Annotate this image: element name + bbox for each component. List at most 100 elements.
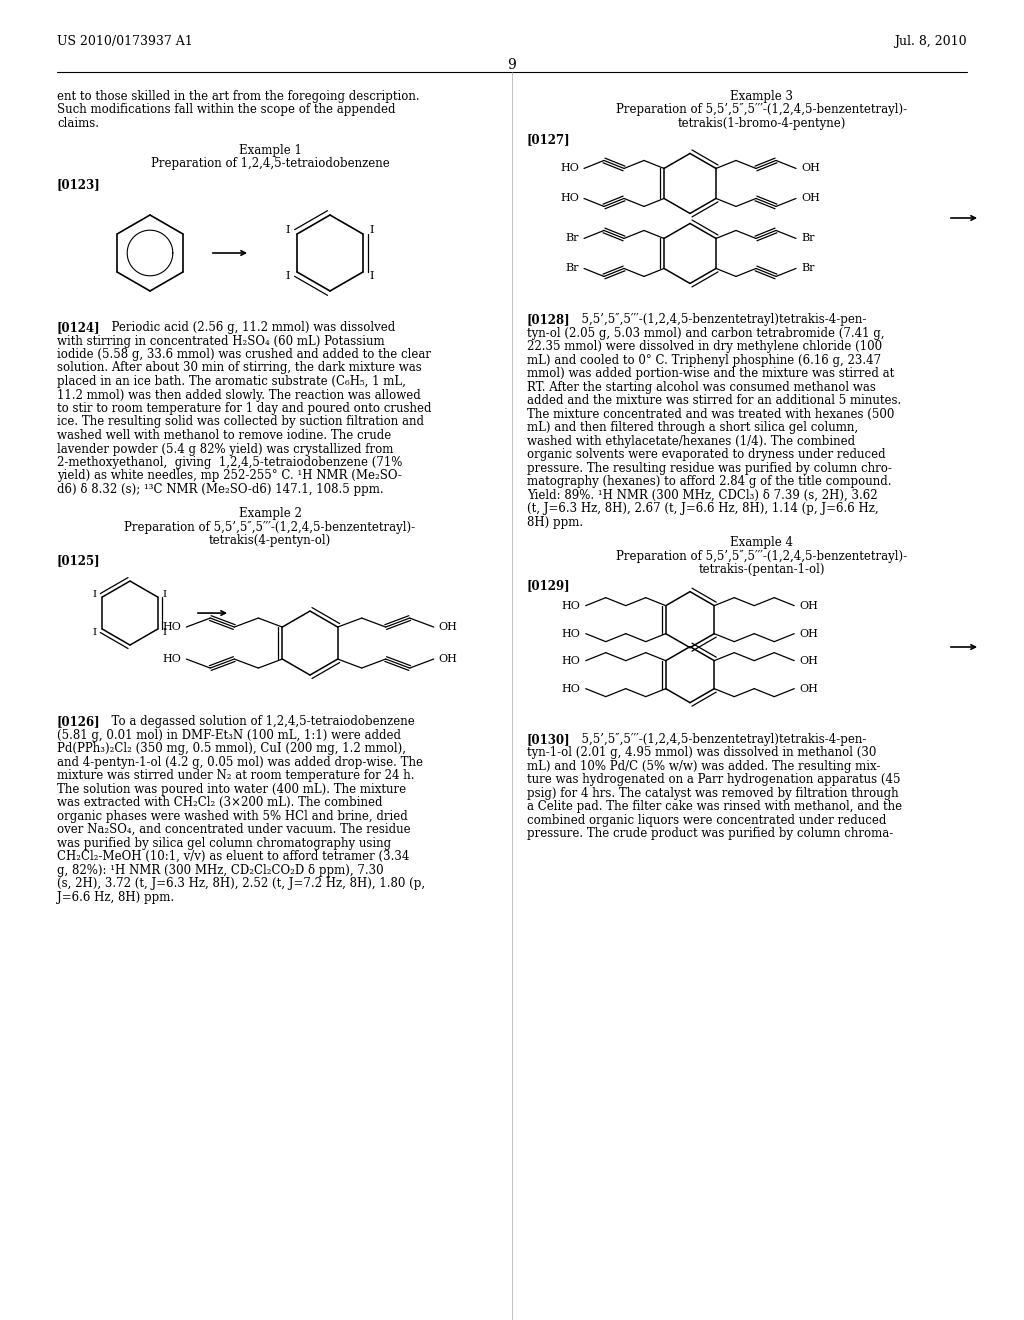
Text: I: I bbox=[93, 590, 97, 598]
Text: OH: OH bbox=[800, 656, 818, 665]
Text: with stirring in concentrated H₂SO₄ (60 mL) Potassium: with stirring in concentrated H₂SO₄ (60 … bbox=[57, 334, 385, 347]
Text: 8H) ppm.: 8H) ppm. bbox=[527, 516, 583, 529]
Text: HO: HO bbox=[163, 653, 181, 664]
Text: Example 1: Example 1 bbox=[239, 144, 301, 157]
Text: psig) for 4 hrs. The catalyst was removed by filtration through: psig) for 4 hrs. The catalyst was remove… bbox=[527, 787, 899, 800]
Text: organic solvents were evaporated to dryness under reduced: organic solvents were evaporated to dryn… bbox=[527, 449, 886, 462]
Text: Br: Br bbox=[801, 264, 814, 273]
Text: pressure. The crude product was purified by column chroma-: pressure. The crude product was purified… bbox=[527, 828, 893, 840]
Text: Example 2: Example 2 bbox=[239, 507, 301, 520]
Text: I: I bbox=[370, 224, 375, 235]
Text: mL) and cooled to 0° C. Triphenyl phosphine (6.16 g, 23.47: mL) and cooled to 0° C. Triphenyl phosph… bbox=[527, 354, 881, 367]
Text: washed with ethylacetate/hexanes (1/4). The combined: washed with ethylacetate/hexanes (1/4). … bbox=[527, 436, 855, 447]
Text: Preparation of 5,5’,5″,5′′′-(1,2,4,5-benzentetrayl)-: Preparation of 5,5’,5″,5′′′-(1,2,4,5-ben… bbox=[616, 549, 907, 562]
Text: I: I bbox=[286, 271, 290, 281]
Text: yield) as white needles, mp 252-255° C. ¹H NMR (Me₂SO-: yield) as white needles, mp 252-255° C. … bbox=[57, 470, 401, 483]
Text: Periodic acid (2.56 g, 11.2 mmol) was dissolved: Periodic acid (2.56 g, 11.2 mmol) was di… bbox=[104, 321, 395, 334]
Text: 22.35 mmol) were dissolved in dry methylene chloride (100: 22.35 mmol) were dissolved in dry methyl… bbox=[527, 341, 882, 354]
Text: was purified by silica gel column chromatography using: was purified by silica gel column chroma… bbox=[57, 837, 391, 850]
Text: mixture was stirred under N₂ at room temperature for 24 h.: mixture was stirred under N₂ at room tem… bbox=[57, 770, 415, 781]
Text: g, 82%): ¹H NMR (300 MHz, CD₂Cl₂CO₂D δ ppm), 7.30: g, 82%): ¹H NMR (300 MHz, CD₂Cl₂CO₂D δ p… bbox=[57, 863, 384, 876]
Text: over Na₂SO₄, and concentrated under vacuum. The residue: over Na₂SO₄, and concentrated under vacu… bbox=[57, 824, 411, 836]
Text: HO: HO bbox=[560, 164, 579, 173]
Text: ent to those skilled in the art from the foregoing description.: ent to those skilled in the art from the… bbox=[57, 90, 420, 103]
Text: HO: HO bbox=[163, 622, 181, 632]
Text: (s, 2H), 3.72 (t, J=6.3 Hz, 8H), 2.52 (t, J=7.2 Hz, 8H), 1.80 (p,: (s, 2H), 3.72 (t, J=6.3 Hz, 8H), 2.52 (t… bbox=[57, 876, 425, 890]
Text: placed in an ice bath. The aromatic substrate (C₆H₅, 1 mL,: placed in an ice bath. The aromatic subs… bbox=[57, 375, 406, 388]
Text: washed well with methanol to remove iodine. The crude: washed well with methanol to remove iodi… bbox=[57, 429, 391, 442]
Text: to stir to room temperature for 1 day and poured onto crushed: to stir to room temperature for 1 day an… bbox=[57, 403, 431, 414]
Text: HO: HO bbox=[562, 628, 581, 639]
Text: tetrakis-(pentan-1-ol): tetrakis-(pentan-1-ol) bbox=[698, 564, 825, 577]
Text: Preparation of 1,2,4,5-tetraiodobenzene: Preparation of 1,2,4,5-tetraiodobenzene bbox=[151, 157, 389, 170]
Text: US 2010/0173937 A1: US 2010/0173937 A1 bbox=[57, 36, 193, 48]
Text: [0129]: [0129] bbox=[527, 579, 570, 593]
Text: claims.: claims. bbox=[57, 117, 99, 129]
Text: Br: Br bbox=[801, 234, 814, 243]
Text: [0126]: [0126] bbox=[57, 715, 100, 729]
Text: Br: Br bbox=[565, 234, 579, 243]
Text: 5,5’,5″,5′′′-(1,2,4,5-benzentetrayl)tetrakis-4-pen-: 5,5’,5″,5′′′-(1,2,4,5-benzentetrayl)tetr… bbox=[574, 313, 866, 326]
Text: I: I bbox=[163, 627, 167, 636]
Text: 11.2 mmol) was then added slowly. The reaction was allowed: 11.2 mmol) was then added slowly. The re… bbox=[57, 388, 421, 401]
Text: Br: Br bbox=[565, 264, 579, 273]
Text: a Celite pad. The filter cake was rinsed with methanol, and the: a Celite pad. The filter cake was rinsed… bbox=[527, 800, 902, 813]
Text: OH: OH bbox=[801, 164, 820, 173]
Text: iodide (5.58 g, 33.6 mmol) was crushed and added to the clear: iodide (5.58 g, 33.6 mmol) was crushed a… bbox=[57, 348, 431, 360]
Text: solution. After about 30 min of stirring, the dark mixture was: solution. After about 30 min of stirring… bbox=[57, 362, 422, 375]
Text: ture was hydrogenated on a Parr hydrogenation apparatus (45: ture was hydrogenated on a Parr hydrogen… bbox=[527, 774, 900, 787]
Text: OH: OH bbox=[800, 684, 818, 693]
Text: lavender powder (5.4 g 82% yield) was crystallized from: lavender powder (5.4 g 82% yield) was cr… bbox=[57, 442, 393, 455]
Text: HO: HO bbox=[560, 194, 579, 203]
Text: Yield: 89%. ¹H NMR (300 MHz, CDCl₃) δ 7.39 (s, 2H), 3.62: Yield: 89%. ¹H NMR (300 MHz, CDCl₃) δ 7.… bbox=[527, 488, 878, 502]
Text: OH: OH bbox=[438, 653, 458, 664]
Text: organic phases were washed with 5% HCl and brine, dried: organic phases were washed with 5% HCl a… bbox=[57, 809, 408, 822]
Text: 5,5’,5″,5′′′-(1,2,4,5-benzentetrayl)tetrakis-4-pen-: 5,5’,5″,5′′′-(1,2,4,5-benzentetrayl)tetr… bbox=[574, 733, 866, 746]
Text: matography (hexanes) to afford 2.84 g of the title compound.: matography (hexanes) to afford 2.84 g of… bbox=[527, 475, 892, 488]
Text: mL) and 10% Pd/C (5% w/w) was added. The resulting mix-: mL) and 10% Pd/C (5% w/w) was added. The… bbox=[527, 759, 881, 772]
Text: 9: 9 bbox=[508, 58, 516, 73]
Text: RT. After the starting alcohol was consumed methanol was: RT. After the starting alcohol was consu… bbox=[527, 381, 876, 393]
Text: pressure. The resulting residue was purified by column chro-: pressure. The resulting residue was puri… bbox=[527, 462, 892, 475]
Text: I: I bbox=[286, 224, 290, 235]
Text: I: I bbox=[93, 627, 97, 636]
Text: combined organic liquors were concentrated under reduced: combined organic liquors were concentrat… bbox=[527, 813, 887, 826]
Text: tetrakis(1-bromo-4-pentyne): tetrakis(1-bromo-4-pentyne) bbox=[678, 117, 846, 129]
Text: [0128]: [0128] bbox=[527, 313, 570, 326]
Text: HO: HO bbox=[562, 601, 581, 611]
Text: was extracted with CH₂Cl₂ (3×200 mL). The combined: was extracted with CH₂Cl₂ (3×200 mL). Th… bbox=[57, 796, 383, 809]
Text: tetrakis(4-pentyn-ol): tetrakis(4-pentyn-ol) bbox=[209, 535, 331, 548]
Text: [0127]: [0127] bbox=[527, 133, 570, 147]
Text: Such modifications fall within the scope of the appended: Such modifications fall within the scope… bbox=[57, 103, 395, 116]
Text: The mixture concentrated and was treated with hexanes (500: The mixture concentrated and was treated… bbox=[527, 408, 894, 421]
Text: I: I bbox=[370, 271, 375, 281]
Text: Example 3: Example 3 bbox=[730, 90, 794, 103]
Text: d6) δ 8.32 (s); ¹³C NMR (Me₂SO-d6) 147.1, 108.5 ppm.: d6) δ 8.32 (s); ¹³C NMR (Me₂SO-d6) 147.1… bbox=[57, 483, 384, 496]
Text: I: I bbox=[163, 590, 167, 598]
Text: [0123]: [0123] bbox=[57, 178, 100, 191]
Text: 2-methoxyethanol,  giving  1,2,4,5-tetraiodobenzene (71%: 2-methoxyethanol, giving 1,2,4,5-tetraio… bbox=[57, 455, 402, 469]
Text: OH: OH bbox=[801, 194, 820, 203]
Text: (5.81 g, 0.01 mol) in DMF-Et₃N (100 mL, 1:1) were added: (5.81 g, 0.01 mol) in DMF-Et₃N (100 mL, … bbox=[57, 729, 401, 742]
Text: (t, J=6.3 Hz, 8H), 2.67 (t, J=6.6 Hz, 8H), 1.14 (p, J=6.6 Hz,: (t, J=6.3 Hz, 8H), 2.67 (t, J=6.6 Hz, 8H… bbox=[527, 503, 879, 515]
Text: To a degassed solution of 1,2,4,5-tetraiodobenzene: To a degassed solution of 1,2,4,5-tetrai… bbox=[104, 715, 415, 729]
Text: added and the mixture was stirred for an additional 5 minutes.: added and the mixture was stirred for an… bbox=[527, 395, 901, 408]
Text: CH₂Cl₂-MeOH (10:1, v/v) as eluent to afford tetramer (3.34: CH₂Cl₂-MeOH (10:1, v/v) as eluent to aff… bbox=[57, 850, 410, 863]
Text: Example 4: Example 4 bbox=[730, 536, 794, 549]
Text: tyn-ol (2.05 g, 5.03 mmol) and carbon tetrabromide (7.41 g,: tyn-ol (2.05 g, 5.03 mmol) and carbon te… bbox=[527, 327, 885, 341]
Text: J=6.6 Hz, 8H) ppm.: J=6.6 Hz, 8H) ppm. bbox=[57, 891, 174, 904]
Text: Pd(PPh₃)₂Cl₂ (350 mg, 0.5 mmol), CuI (200 mg, 1.2 mmol),: Pd(PPh₃)₂Cl₂ (350 mg, 0.5 mmol), CuI (20… bbox=[57, 742, 406, 755]
Text: Preparation of 5,5’,5″,5′′′-(1,2,4,5-benzentetrayl)-: Preparation of 5,5’,5″,5′′′-(1,2,4,5-ben… bbox=[125, 521, 416, 533]
Text: Jul. 8, 2010: Jul. 8, 2010 bbox=[894, 36, 967, 48]
Text: OH: OH bbox=[800, 601, 818, 611]
Text: [0124]: [0124] bbox=[57, 321, 100, 334]
Text: HO: HO bbox=[562, 684, 581, 693]
Text: and 4-pentyn-1-ol (4.2 g, 0.05 mol) was added drop-wise. The: and 4-pentyn-1-ol (4.2 g, 0.05 mol) was … bbox=[57, 755, 423, 768]
Text: The solution was poured into water (400 mL). The mixture: The solution was poured into water (400 … bbox=[57, 783, 407, 796]
Text: ice. The resulting solid was collected by suction filtration and: ice. The resulting solid was collected b… bbox=[57, 416, 424, 429]
Text: HO: HO bbox=[562, 656, 581, 665]
Text: OH: OH bbox=[438, 622, 458, 632]
Text: Preparation of 5,5’,5″,5′′′-(1,2,4,5-benzentetrayl)-: Preparation of 5,5’,5″,5′′′-(1,2,4,5-ben… bbox=[616, 103, 907, 116]
Text: mmol) was added portion-wise and the mixture was stirred at: mmol) was added portion-wise and the mix… bbox=[527, 367, 894, 380]
Text: [0130]: [0130] bbox=[527, 733, 570, 746]
